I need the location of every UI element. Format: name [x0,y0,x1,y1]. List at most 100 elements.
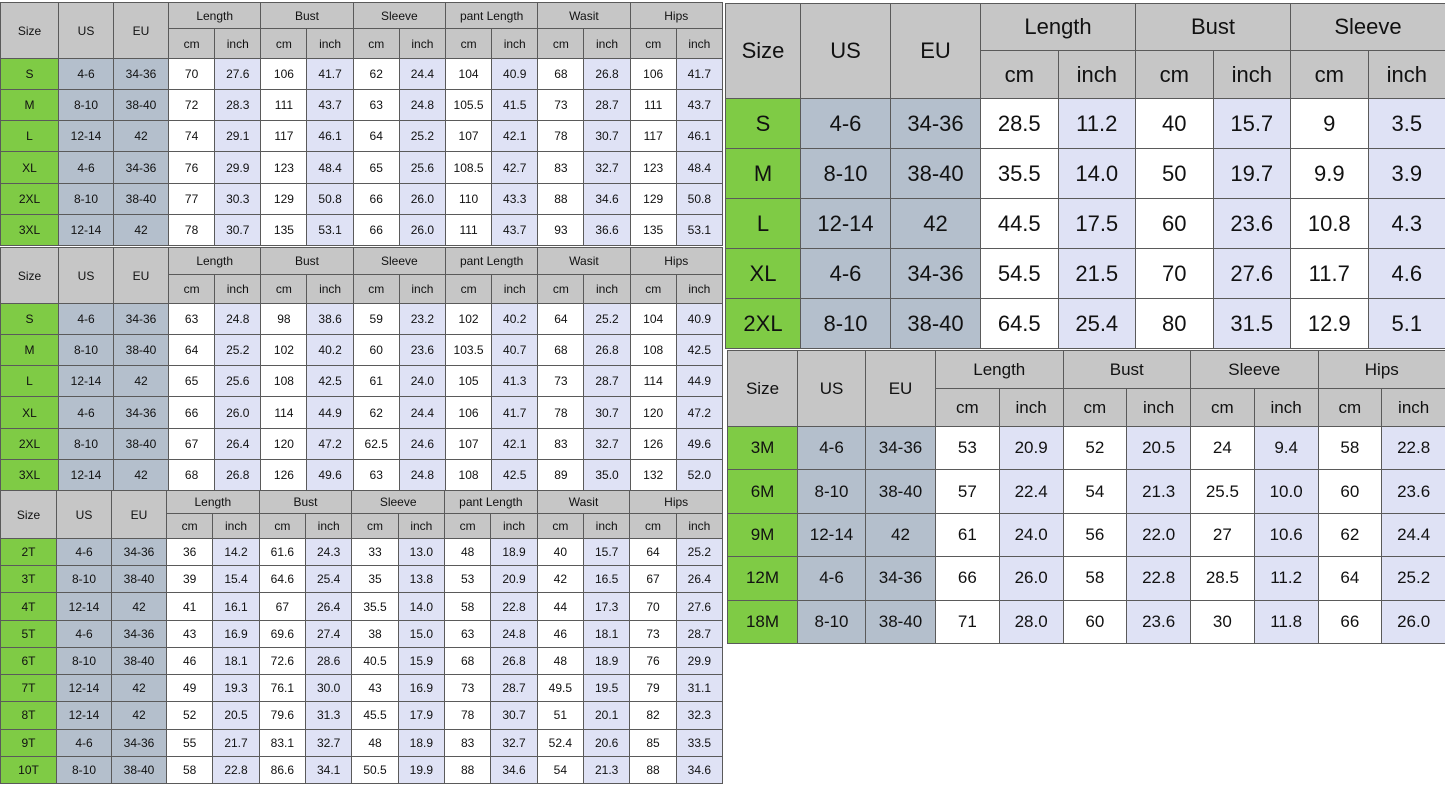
cell-inch: 19.5 [582,674,631,703]
cell-cm: 48 [536,646,585,676]
cell-inch: 25.2 [583,302,631,336]
cell-cm: 9 [1290,98,1369,149]
cell-cm: 48 [351,728,399,757]
table-row: 18M 8-10 38-40 71 28.0 60 23.6 30 11.8 66 26.0 [727,599,1445,644]
cell-inch: 15.4 [212,565,260,594]
cell-us: 8-10 [58,427,114,460]
cell-inch: 24.3 [304,537,353,567]
table-row: M 8-10 38-40 72 28.3 111 43.7 63 24.8 105.5 41.5 73… [0,89,723,122]
cell-cm: 9.9 [1290,148,1369,199]
cell-cm: 93 [537,213,585,246]
unit-header-inch: inch [1367,50,1445,99]
cell-cm: 24 [1190,425,1255,471]
cell-inch: 48.4 [306,151,354,184]
cell-eu: 38-40 [113,89,169,122]
cell-us: 4-6 [797,556,866,601]
cell-inch: 42.1 [491,120,539,153]
cell-inch: 24.4 [398,396,446,429]
cell-size: 3XL [0,458,59,491]
cell-cm: 10.8 [1290,198,1369,249]
cell-inch: 3.5 [1367,98,1445,149]
cell-cm: 54 [536,755,585,784]
cell-eu: 38-40 [865,599,936,644]
cell-us: 12-14 [800,198,891,249]
table-row: 7T 12-14 42 49 19.3 76.1 30.0 43 16.9 73 28.7 49.5 1… [0,674,724,703]
cell-eu: 34-36 [865,556,936,601]
cell-us: 8-10 [56,565,112,594]
group-header: Wasit [536,490,631,514]
cell-eu: 38-40 [113,182,169,215]
cell-inch: 28.3 [214,89,262,122]
cell-cm: 123 [260,151,308,184]
cell-cm: 117 [260,120,308,153]
cell-cm: 43 [165,619,214,648]
cell-cm: 80 [1135,298,1214,349]
cell-cm: 117 [629,120,677,153]
cell-inch: 14.0 [1057,148,1137,199]
cell-cm: 36 [165,537,214,567]
cell-size: 3M [727,425,798,471]
cell-cm: 73 [629,619,677,648]
cell-cm: 64.5 [980,298,1059,349]
cell-inch: 16.9 [212,619,260,648]
unit-header-inch: inch [214,28,262,59]
group-header: Sleeve [1190,350,1319,389]
cell-cm: 76 [167,151,216,184]
unit-header-cm: cm [935,388,1000,427]
cell-cm: 78 [537,396,585,429]
cell-cm: 35.5 [351,592,399,621]
cell-inch: 24.6 [398,427,446,460]
cell-us: 12-14 [58,120,114,153]
cell-inch: 19.9 [397,755,446,784]
cell-cm: 28.5 [1190,556,1255,601]
cell-cm: 73 [537,365,585,398]
table-row: XL 4-6 34-36 54.5 21.5 70 27.6 11.7 4.6 [725,248,1445,299]
group-header: Hips [629,2,723,29]
cell-inch: 24.8 [398,458,446,491]
cell-cm: 54.5 [980,248,1059,299]
cell-cm: 35.5 [980,148,1059,199]
cell-size: M [0,89,59,122]
cell-cm: 55 [165,728,214,757]
column-header-eu: EU [113,2,169,59]
table-row: 4T 12-14 42 41 16.1 67 26.4 35.5 14.0 58 22.8 44 17.… [0,592,724,621]
group-header: Length [979,3,1137,51]
cell-inch: 28.7 [583,365,631,398]
cell-cm: 62 [1317,512,1383,558]
cell-inch: 11.2 [1253,556,1319,601]
cell-us: 8-10 [797,599,866,644]
cell-cm: 135 [260,213,308,246]
cell-cm: 78 [167,213,216,246]
cell-inch: 29.9 [675,646,724,676]
unit-header-inch: inch [582,513,631,539]
cell-inch: 21.7 [212,728,260,757]
cell-inch: 33.5 [675,728,724,757]
group-header: Hips [629,247,723,275]
column-header-size: Size [0,2,59,59]
table-row: 2XL 8-10 38-40 67 26.4 120 47.2 62.5 24.6 107 42.1… [0,427,723,460]
cell-cm: 82 [629,701,677,730]
group-header: Sleeve [352,2,446,29]
cell-inch: 34.1 [304,755,353,784]
unit-header-inch: inch [1057,50,1137,99]
cell-cm: 74 [167,120,216,153]
unit-header-inch: inch [675,28,723,59]
cell-inch: 18.9 [397,728,446,757]
cell-us: 4-6 [56,728,112,757]
cell-inch: 20.9 [490,565,538,594]
cell-cm: 11.7 [1290,248,1369,299]
cell-cm: 111 [444,213,493,246]
table-row: 5T 4-6 34-36 43 16.9 69.6 27.4 38 15.0 63 24.8 46 18… [0,619,724,648]
unit-header-inch: inch [490,513,538,539]
cell-inch: 27.6 [214,57,262,91]
unit-header-inch: inch [1212,50,1292,99]
cell-inch: 42.5 [491,458,539,491]
unit-header-cm: cm [1190,388,1255,427]
size-table-4: Size US EU Length Bust Sleeve cm inch cm inch cm in… [725,3,1445,349]
column-header-us: US [56,490,112,539]
cell-inch: 22.8 [212,755,260,784]
cell-size: S [0,302,59,336]
cell-cm: 103.5 [444,334,493,367]
cell-size: XL [0,396,59,429]
cell-size: 18M [727,599,798,644]
